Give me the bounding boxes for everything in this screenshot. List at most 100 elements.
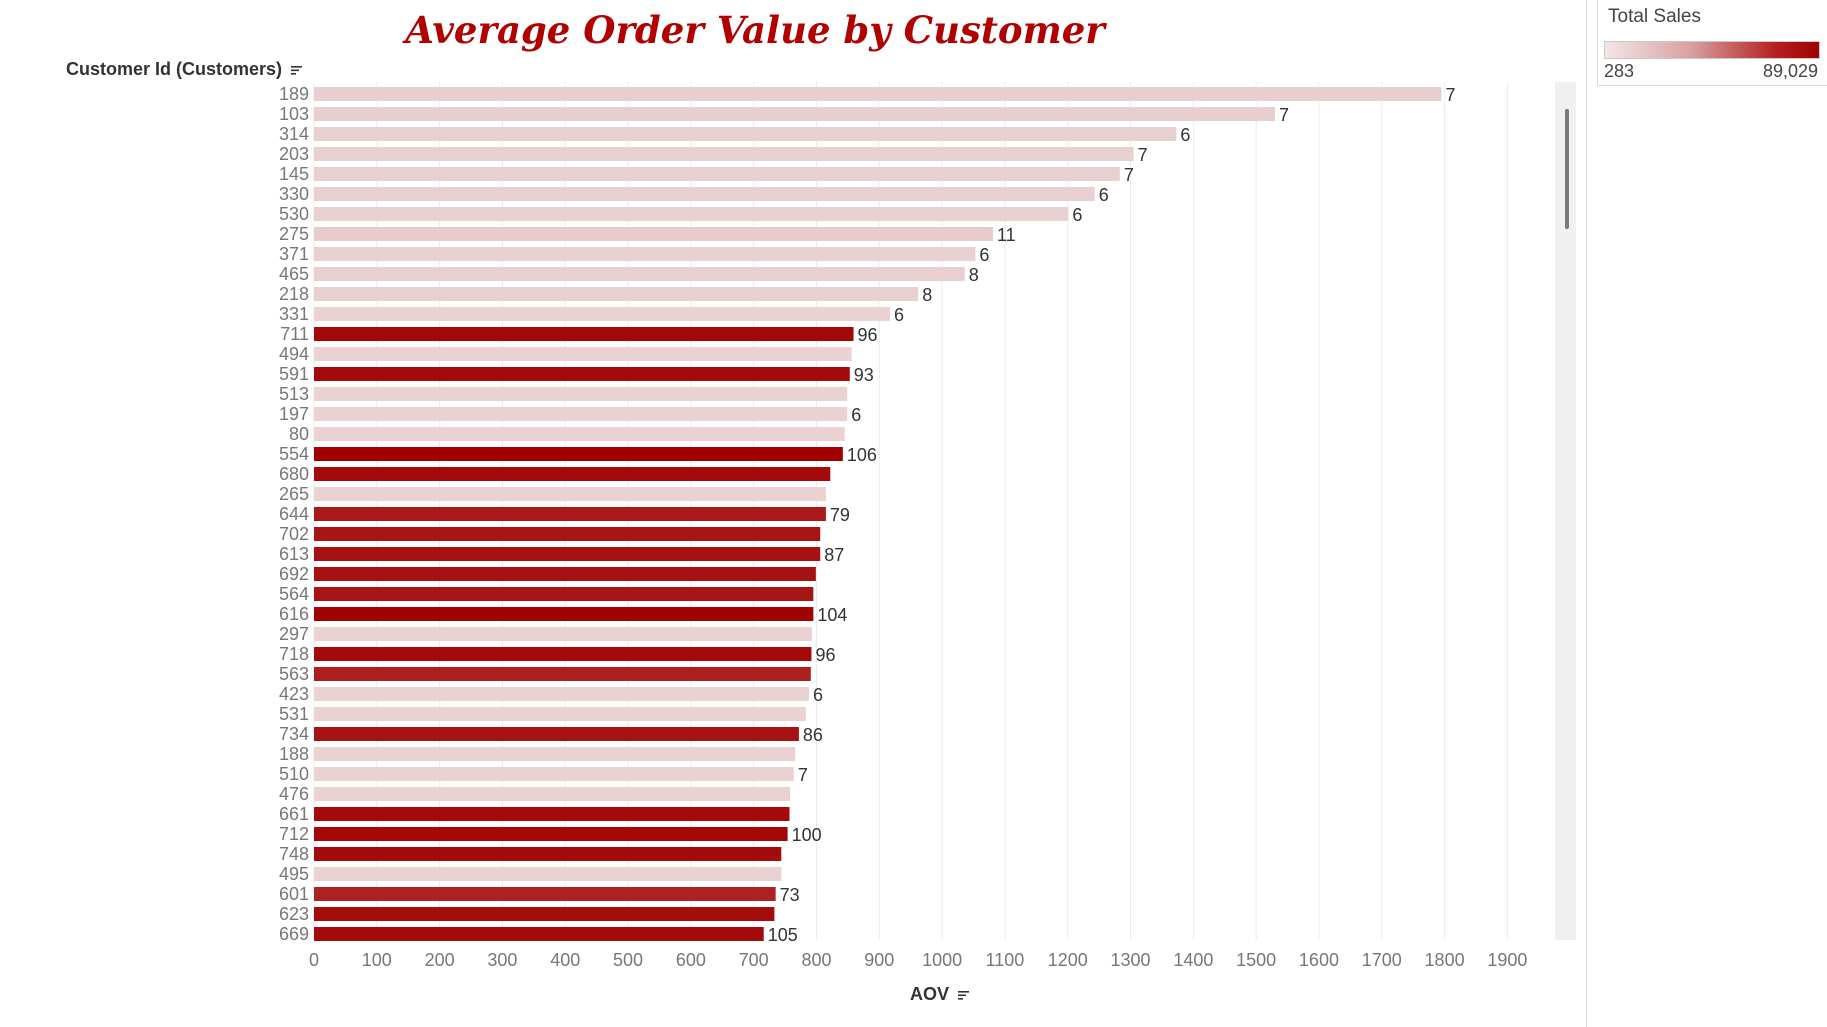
y-tick-label: 692 bbox=[279, 564, 309, 584]
y-tick-label: 465 bbox=[279, 264, 309, 284]
x-axis-header[interactable]: AOV bbox=[910, 984, 970, 1005]
y-tick-label: 314 bbox=[279, 124, 309, 144]
y-tick-label: 423 bbox=[279, 684, 309, 704]
data-label: 7 bbox=[1124, 165, 1134, 185]
y-tick-label: 331 bbox=[279, 304, 309, 324]
data-label: 96 bbox=[858, 325, 878, 345]
y-tick-label: 734 bbox=[279, 724, 309, 744]
bar bbox=[314, 747, 796, 761]
bar bbox=[314, 567, 816, 581]
bar bbox=[314, 727, 799, 741]
bar bbox=[314, 387, 848, 401]
x-tick-label: 1100 bbox=[986, 950, 1025, 970]
x-tick-label: 600 bbox=[676, 950, 706, 970]
y-tick-label: 702 bbox=[279, 524, 309, 544]
data-label: 8 bbox=[922, 285, 932, 305]
bar-chart: 0 100 200 300 400 500 600 700 800 900 1000 1100 1200… bbox=[279, 82, 1527, 970]
y-tick-label: 297 bbox=[279, 624, 309, 644]
bar bbox=[314, 167, 1120, 181]
bar bbox=[314, 247, 976, 261]
y-tick-label: 189 bbox=[279, 84, 309, 104]
y-tick-label: 510 bbox=[279, 764, 309, 784]
chart-title: Average Order Value by Customer bbox=[405, 8, 1105, 52]
bar bbox=[314, 347, 852, 361]
y-tick-label: 80 bbox=[289, 424, 309, 444]
bar bbox=[314, 407, 848, 421]
bar bbox=[314, 207, 1069, 221]
x-tick-label: 900 bbox=[864, 950, 894, 970]
bar bbox=[314, 267, 965, 281]
legend-title: Total Sales bbox=[1608, 6, 1701, 27]
bar bbox=[314, 587, 814, 601]
y-tick-label: 748 bbox=[279, 844, 309, 864]
bar bbox=[314, 87, 1442, 101]
scrollbar-thumb[interactable] bbox=[1565, 109, 1569, 229]
x-tick-label: 1000 bbox=[922, 950, 962, 970]
x-tick-label: 200 bbox=[425, 950, 455, 970]
bar bbox=[314, 187, 1095, 201]
y-tick-label: 661 bbox=[279, 804, 309, 824]
bar bbox=[314, 127, 1177, 141]
y-tick-label: 712 bbox=[279, 824, 309, 844]
bar bbox=[314, 907, 775, 921]
bar bbox=[314, 767, 794, 781]
bar bbox=[314, 147, 1134, 161]
y-tick-label: 495 bbox=[279, 864, 309, 884]
data-label: 6 bbox=[1180, 125, 1190, 145]
bar bbox=[314, 647, 812, 661]
data-label: 7 bbox=[1445, 85, 1455, 105]
bar bbox=[314, 707, 806, 721]
y-tick-label: 494 bbox=[279, 344, 309, 364]
data-label: 6 bbox=[1099, 185, 1109, 205]
data-label: 6 bbox=[851, 405, 861, 425]
color-legend[interactable]: Total Sales 283 89,029 bbox=[1597, 0, 1827, 86]
x-tick-label: 800 bbox=[801, 950, 831, 970]
bar bbox=[314, 527, 821, 541]
data-label: 6 bbox=[813, 685, 823, 705]
x-tick-label: 1500 bbox=[1236, 950, 1276, 970]
y-tick-label: 554 bbox=[279, 444, 309, 464]
y-tick-label: 218 bbox=[279, 284, 309, 304]
vertical-scrollbar[interactable] bbox=[1555, 82, 1576, 940]
y-tick-label: 601 bbox=[279, 884, 309, 904]
y-tick-label: 669 bbox=[279, 924, 309, 944]
data-label: 106 bbox=[847, 445, 877, 465]
bar bbox=[314, 607, 814, 621]
x-tick-label: 1800 bbox=[1425, 950, 1465, 970]
x-tick-label: 700 bbox=[739, 950, 769, 970]
y-axis-header[interactable]: Customer Id (Customers) bbox=[66, 59, 303, 80]
data-label: 86 bbox=[803, 725, 823, 745]
y-tick-label: 531 bbox=[279, 704, 309, 724]
bar bbox=[314, 307, 890, 321]
bar bbox=[314, 447, 843, 461]
bar bbox=[314, 287, 919, 301]
bar bbox=[314, 687, 809, 701]
y-tick-label: 476 bbox=[279, 784, 309, 804]
data-label: 96 bbox=[815, 645, 835, 665]
bar bbox=[314, 787, 791, 801]
bar bbox=[314, 427, 845, 441]
x-tick-label: 400 bbox=[550, 950, 580, 970]
y-tick-label: 711 bbox=[280, 324, 309, 344]
data-label: 8 bbox=[969, 265, 979, 285]
bar bbox=[314, 927, 764, 941]
legend-max-value: 89,029 bbox=[1762, 61, 1818, 81]
y-tick-label: 330 bbox=[279, 184, 309, 204]
y-tick-label: 203 bbox=[279, 144, 309, 164]
legend-min-value: 283 bbox=[1604, 61, 1635, 81]
x-axis-label: AOV bbox=[910, 984, 950, 1004]
data-label: 93 bbox=[854, 365, 874, 385]
bar bbox=[314, 467, 831, 481]
y-tick-label: 197 bbox=[279, 404, 309, 424]
sort-icon[interactable] bbox=[291, 65, 303, 75]
data-label: 7 bbox=[1279, 105, 1289, 125]
y-tick-label: 613 bbox=[279, 544, 309, 564]
data-label: 79 bbox=[830, 505, 850, 525]
sort-icon[interactable] bbox=[958, 990, 970, 1000]
data-label: 6 bbox=[979, 245, 989, 265]
x-tick-label: 0 bbox=[309, 950, 319, 970]
y-tick-label: 275 bbox=[279, 224, 309, 244]
bar bbox=[314, 807, 790, 821]
y-tick-label: 513 bbox=[279, 384, 309, 404]
y-tick-label: 616 bbox=[279, 604, 309, 624]
